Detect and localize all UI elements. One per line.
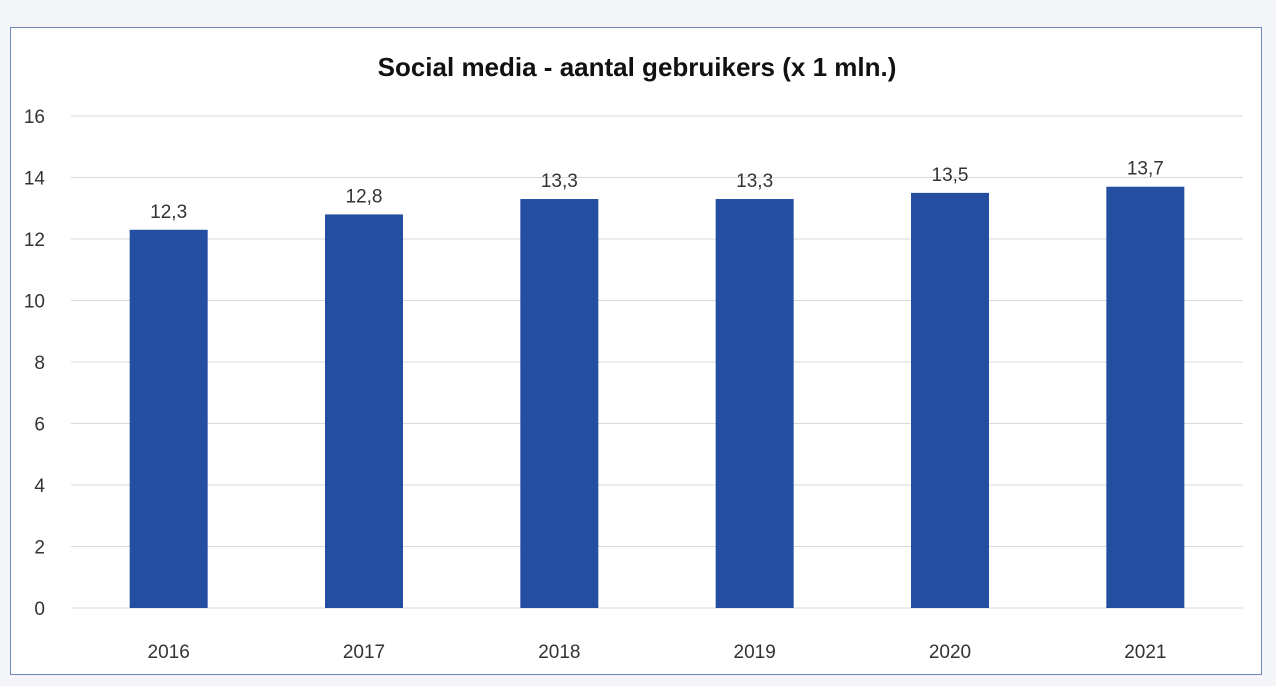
bars [129, 186, 1185, 608]
x-tick-label: 2016 [148, 642, 190, 663]
x-tick-label: 2019 [734, 642, 776, 663]
y-tick-label: 16 [24, 107, 45, 128]
y-tick-label: 10 [24, 292, 45, 313]
bar-2018 [520, 199, 599, 608]
data-label: 13,5 [932, 165, 969, 186]
x-axis-ticks: 2016 2017 2018 2019 2020 2021 [148, 642, 1167, 663]
data-label: 13,3 [736, 171, 773, 192]
y-tick-label: 4 [34, 476, 45, 497]
y-tick-label: 0 [34, 599, 45, 620]
x-tick-label: 2021 [1124, 642, 1166, 663]
data-label: 12,3 [150, 202, 187, 223]
chart-title: Social media - aantal gebruikers (x 1 ml… [378, 52, 897, 82]
bar-2016 [129, 229, 208, 608]
y-tick-label: 12 [24, 230, 45, 251]
x-tick-label: 2020 [929, 642, 971, 663]
y-tick-label: 6 [34, 415, 45, 436]
data-label: 13,7 [1127, 159, 1164, 180]
y-tick-label: 14 [24, 169, 46, 190]
bar-2021 [1106, 186, 1185, 608]
bar-2020 [911, 192, 989, 608]
x-tick-label: 2018 [538, 642, 580, 663]
x-tick-label: 2017 [343, 642, 385, 663]
gridlines [71, 115, 1243, 609]
y-tick-label: 8 [34, 353, 45, 374]
data-label: 13,3 [541, 171, 578, 192]
y-axis-ticks: 0 2 4 6 8 10 12 14 16 [24, 107, 46, 620]
data-label: 12,8 [346, 186, 383, 207]
data-labels: 12,3 12,8 13,3 13,3 13,5 13,7 [150, 159, 1164, 223]
bar-chart: Social media - aantal gebruikers (x 1 ml… [24, 52, 1243, 663]
bar-2017 [325, 214, 403, 608]
chart-frame: Social media - aantal gebruikers (x 1 ml… [10, 27, 1262, 675]
bar-2019 [715, 199, 794, 608]
y-tick-label: 2 [34, 538, 45, 559]
